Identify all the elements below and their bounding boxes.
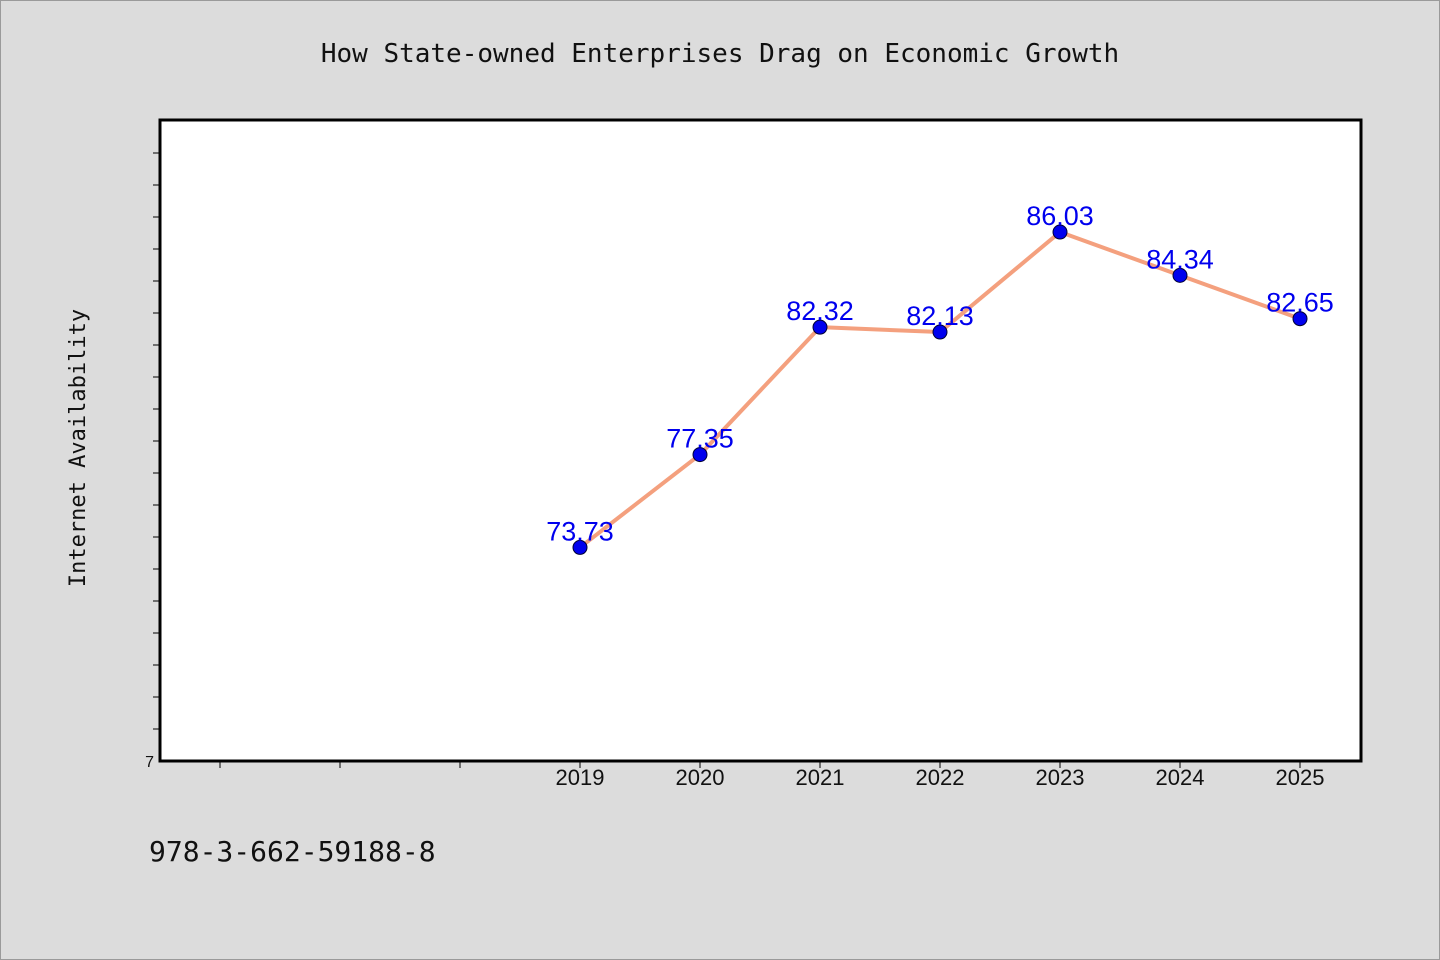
y-axis-label: Internet Availability: [66, 309, 91, 587]
y-axis-ticks: 7: [145, 152, 160, 771]
data-point: [1052, 224, 1068, 240]
data-point: [1172, 267, 1188, 283]
data-labels: 73.73 77.35 82.32 82.13 86.03 84.34 82.65: [546, 201, 1334, 546]
y-tick-label: 7: [145, 754, 154, 771]
data-label: 77.35: [666, 424, 734, 454]
data-point: [932, 324, 948, 340]
data-markers: [572, 224, 1308, 555]
data-label: 82.32: [786, 296, 854, 326]
isbn-footnote: 978-3-662-59188-8: [149, 835, 436, 868]
x-tick-label: 2021: [796, 765, 845, 790]
data-label: 73.73: [546, 516, 614, 546]
data-label: 86.03: [1026, 201, 1094, 231]
x-tick-label: 2024: [1156, 765, 1205, 790]
data-label: 82.13: [906, 301, 974, 331]
data-point: [1292, 311, 1308, 327]
x-tick-label: 2019: [556, 765, 605, 790]
data-point: [572, 539, 588, 555]
data-point: [812, 319, 828, 335]
data-point: [692, 447, 708, 463]
x-tick-label: 2022: [916, 765, 965, 790]
chart-title: How State-owned Enterprises Drag on Econ…: [321, 39, 1119, 69]
x-axis-ticks: 2019 2020 2021 2022 2023 2024 2025: [219, 761, 1325, 790]
x-tick-label: 2020: [676, 765, 725, 790]
data-label: 84.34: [1146, 244, 1214, 274]
x-tick-label: 2023: [1036, 765, 1085, 790]
data-label: 82.65: [1266, 288, 1334, 318]
plot-area: [158, 118, 1363, 763]
x-tick-label: 2025: [1276, 765, 1325, 790]
